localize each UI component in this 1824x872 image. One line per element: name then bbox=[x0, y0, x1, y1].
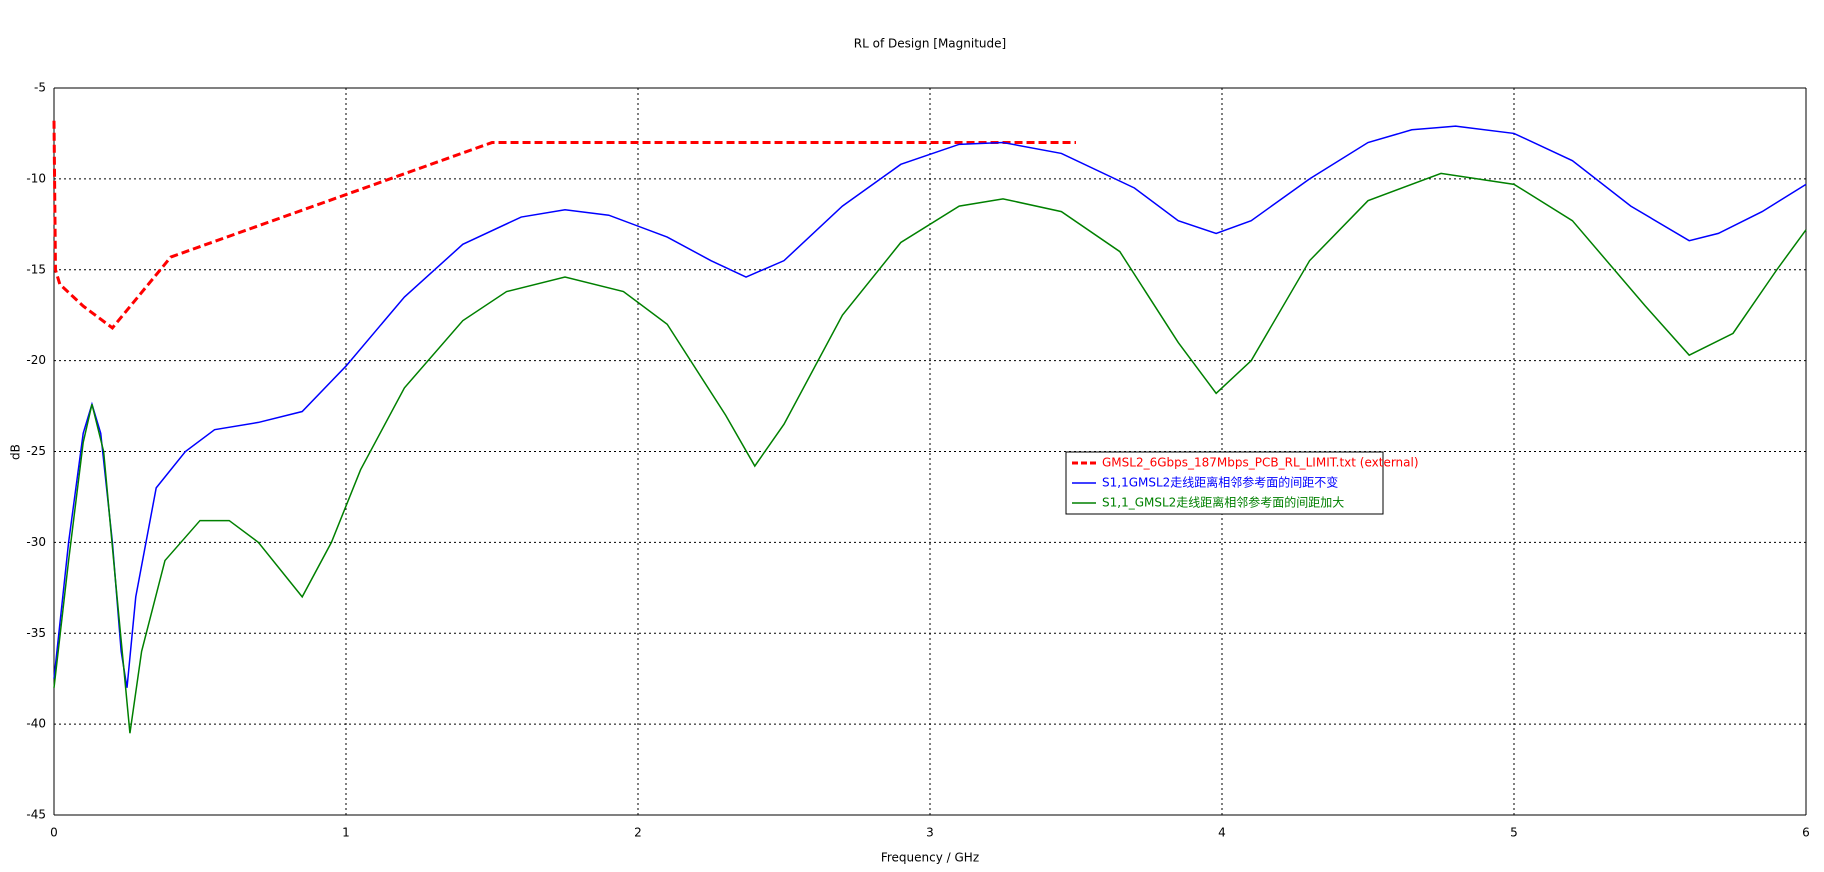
x-tick-label: 3 bbox=[926, 826, 934, 840]
line-series bbox=[53, 125, 1807, 688]
y-tick-label: -25 bbox=[26, 444, 46, 458]
y-tick-label: -10 bbox=[26, 171, 46, 185]
y-tick-label: -15 bbox=[26, 262, 46, 276]
x-tick-label: 5 bbox=[1510, 826, 1518, 840]
y-tick-label: -5 bbox=[34, 81, 46, 95]
legend-label: S1,1_GMSL2走线距离相邻参考面的间距加大 bbox=[1102, 495, 1344, 510]
x-tick-label: 1 bbox=[342, 826, 350, 840]
x-tick-label: 6 bbox=[1802, 826, 1810, 840]
line-series bbox=[53, 172, 1807, 734]
y-tick-label: -35 bbox=[26, 626, 46, 640]
x-tick-label: 2 bbox=[634, 826, 642, 840]
x-tick-label: 0 bbox=[50, 826, 58, 840]
y-tick-label: -45 bbox=[26, 808, 46, 822]
legend bbox=[1065, 451, 1384, 515]
x-tick-label: 4 bbox=[1218, 826, 1226, 840]
y-tick-label: -20 bbox=[26, 353, 46, 367]
y-tick-label: -40 bbox=[26, 717, 46, 731]
x-axis-label: Frequency / GHz bbox=[881, 851, 979, 865]
legend-label: S1,1GMSL2走线距离相邻参考面的间距不变 bbox=[1102, 475, 1338, 490]
line-series bbox=[52, 120, 1076, 330]
chart-title: RL of Design [Magnitude] bbox=[854, 37, 1006, 51]
y-tick-label: -30 bbox=[26, 535, 46, 549]
legend-label: GMSL2_6Gbps_187Mbps_PCB_RL_LIMIT.txt (ex… bbox=[1102, 456, 1419, 470]
y-axis-label: dB bbox=[9, 444, 23, 460]
